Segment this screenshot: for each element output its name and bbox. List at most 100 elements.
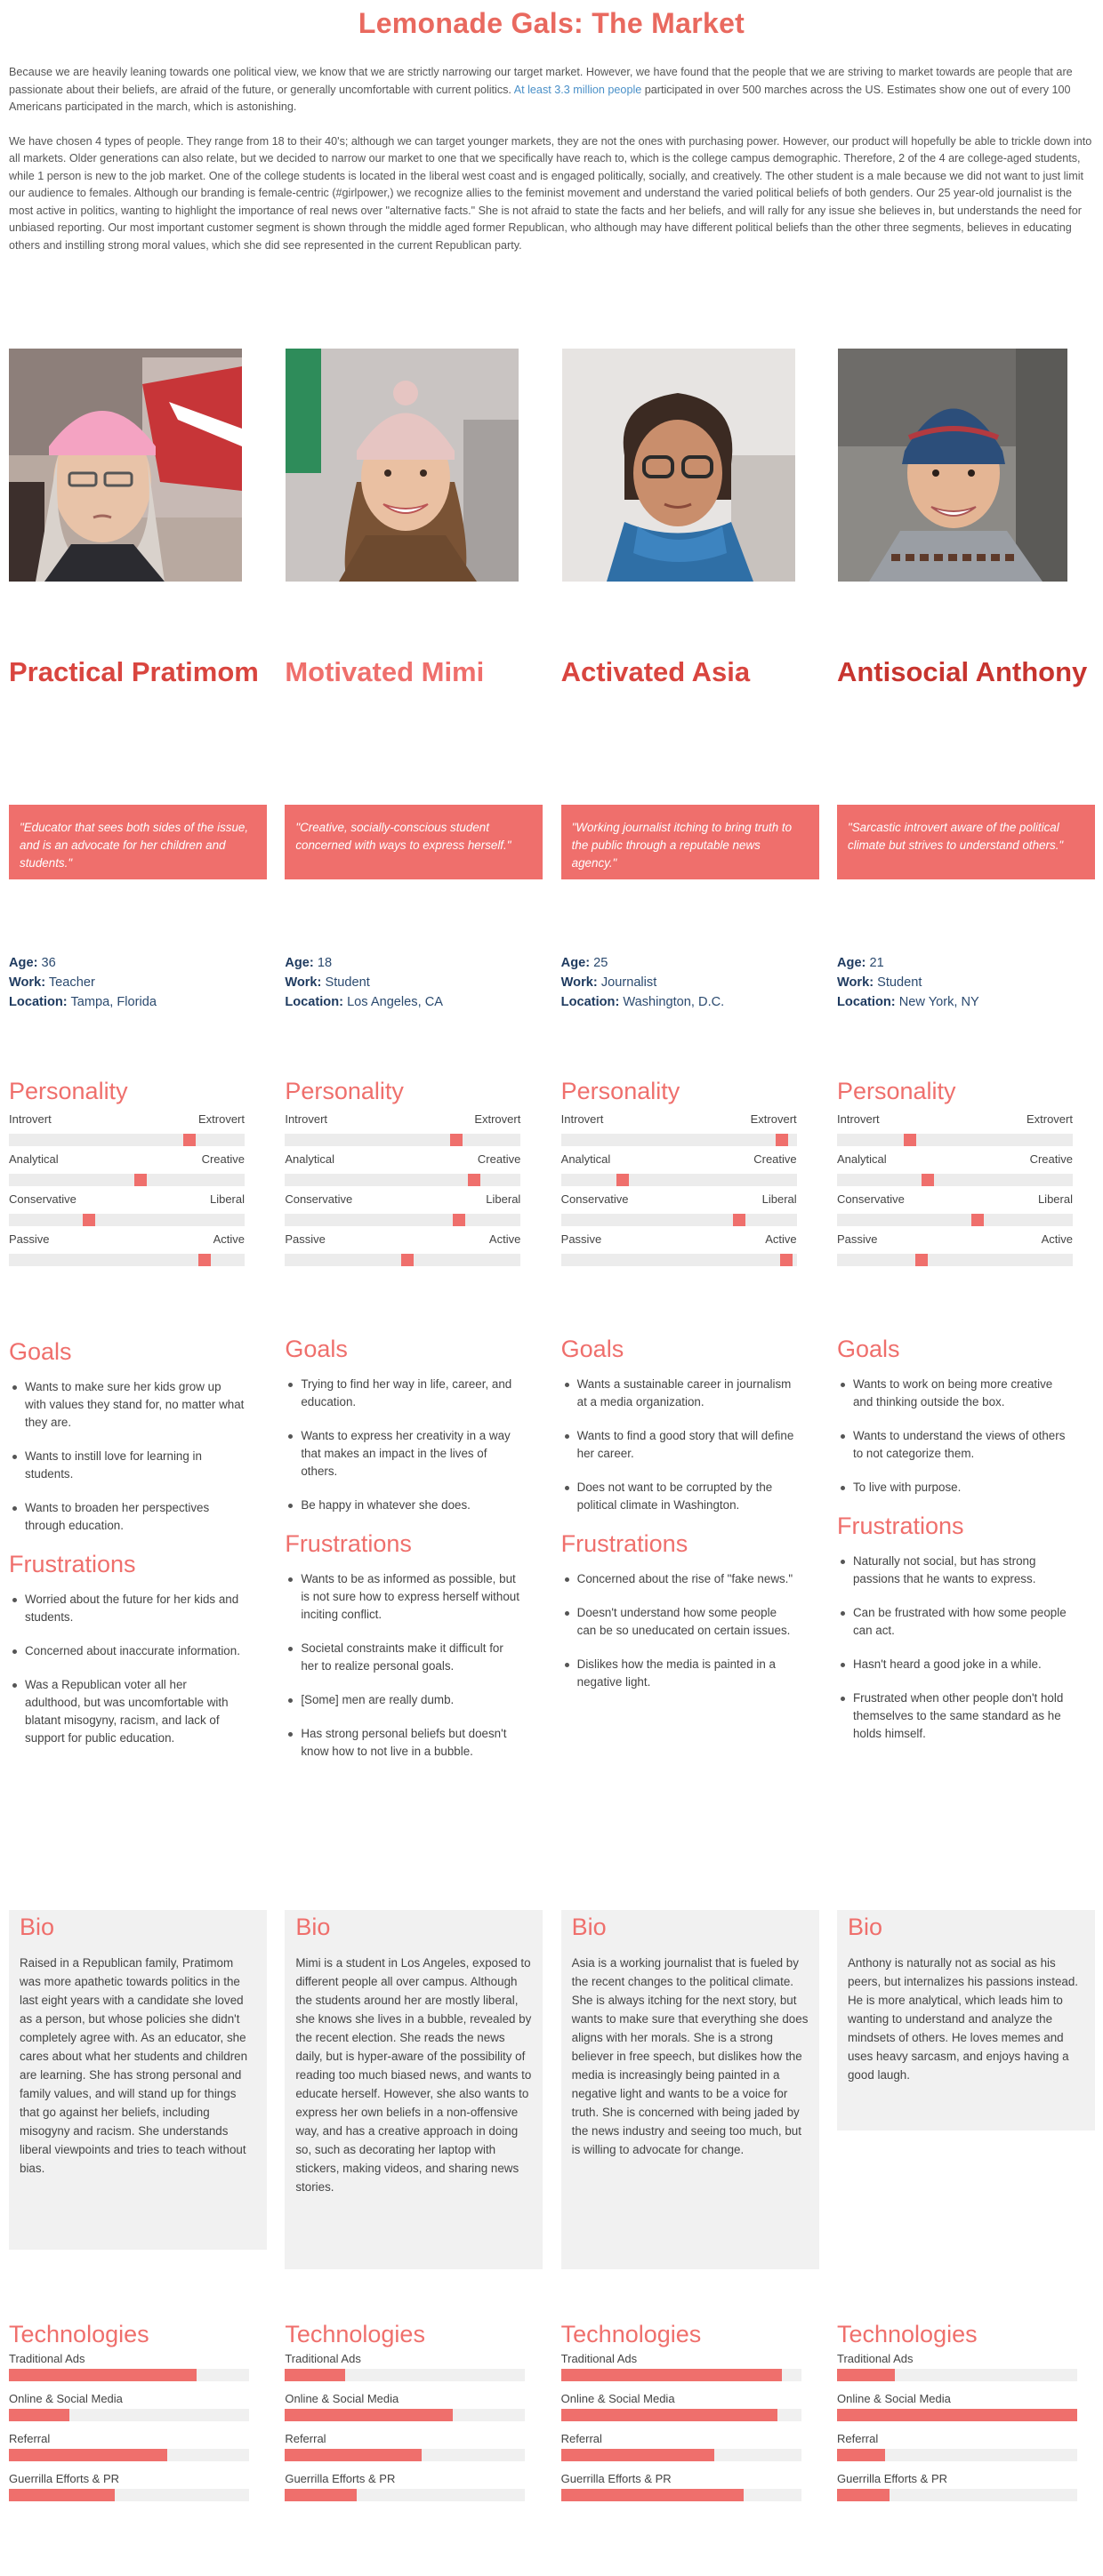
trait-slider-track xyxy=(285,1134,521,1146)
trait-slider-marker xyxy=(732,1214,745,1226)
trait-row: Passive Active xyxy=(560,1232,797,1272)
trait-slider-marker xyxy=(400,1254,414,1266)
work-value: Student xyxy=(325,975,370,990)
intro: Because we are heavily leaning towards o… xyxy=(9,48,1094,254)
technology-row: Online & Social Media xyxy=(560,2392,801,2432)
age-row: Age: 21 xyxy=(837,953,979,973)
trait-left-label: Introvert xyxy=(836,1112,880,1126)
trait-labels: Analytical Creative xyxy=(561,1152,797,1170)
trait-slider-track xyxy=(285,1214,521,1226)
age-value: 36 xyxy=(41,956,56,970)
trait-slider-marker xyxy=(779,1254,793,1266)
technology-bars: Traditional Ads Online & Social Media Re… xyxy=(9,2352,249,2512)
technology-label: Online & Social Media xyxy=(836,2392,951,2405)
trait-left-label: Conservative xyxy=(285,1192,353,1206)
work-label: Work: xyxy=(285,975,322,990)
technology-label: Referral xyxy=(836,2432,879,2445)
persona-quote: "Sarcastic introvert aware of the politi… xyxy=(836,805,1095,879)
personality-heading: Personality xyxy=(836,1078,956,1104)
persona-quote: "Creative, socially-conscious student co… xyxy=(285,805,543,879)
technology-row: Guerrilla Efforts & PR xyxy=(9,2472,249,2512)
frustration-item: Was a Republican voter all her adulthood… xyxy=(9,1676,245,1747)
trait-slider-marker xyxy=(616,1174,630,1186)
trait-slider-track xyxy=(9,1174,245,1186)
trait-labels: Analytical Creative xyxy=(285,1152,520,1170)
trait-left-label: Passive xyxy=(9,1232,50,1246)
technology-bar-track xyxy=(836,2489,1077,2501)
trait-row: Analytical Creative xyxy=(836,1152,1073,1192)
trait-left-label: Analytical xyxy=(560,1152,611,1166)
trait-slider-marker xyxy=(198,1254,212,1266)
work-label: Work: xyxy=(836,975,874,990)
goal-item: Wants to express her creativity in a way… xyxy=(285,1427,520,1481)
technologies-section: Technologies Traditional Ads Online & So… xyxy=(836,2321,1077,2512)
location-value: New York, NY xyxy=(898,995,979,1009)
trait-row: Analytical Creative xyxy=(9,1152,245,1192)
frustration-item: Worried about the future for her kids an… xyxy=(9,1591,245,1626)
technologies-section: Technologies Traditional Ads Online & So… xyxy=(285,2321,526,2512)
technology-row: Traditional Ads xyxy=(560,2352,801,2392)
personality-traits: Introvert Extrovert Analytical Creative … xyxy=(836,1112,1073,1272)
goal-item: To live with purpose. xyxy=(837,1479,1073,1497)
trait-left-label: Introvert xyxy=(560,1112,604,1126)
technology-bars: Traditional Ads Online & Social Media Re… xyxy=(836,2352,1077,2512)
trait-left-label: Conservative xyxy=(560,1192,629,1206)
trait-slider-track xyxy=(285,1174,521,1186)
age-row: Age: 18 xyxy=(285,953,443,973)
technology-row: Referral xyxy=(560,2432,801,2472)
trait-row: Conservative Liberal xyxy=(836,1192,1073,1232)
trait-row: Conservative Liberal xyxy=(285,1192,521,1232)
goals-section: Goals Wants to work on being more creati… xyxy=(837,1336,1073,1759)
trait-left-label: Analytical xyxy=(836,1152,887,1166)
trait-slider-track xyxy=(9,1214,245,1226)
woman-beanie-smiling-photo xyxy=(286,349,519,582)
trait-slider-marker xyxy=(775,1134,788,1146)
age-value: 21 xyxy=(869,956,884,970)
location-row: Location: Washington, D.C. xyxy=(561,992,725,1012)
frustration-item: Has strong personal beliefs but doesn't … xyxy=(285,1725,520,1761)
bio-heading: Bio xyxy=(847,1914,883,1940)
technology-bar-fill xyxy=(836,2489,890,2501)
age-row: Age: 36 xyxy=(9,953,157,973)
bio-section: Bio Raised in a Republican family, Prati… xyxy=(9,1910,267,2250)
location-row: Location: New York, NY xyxy=(837,992,979,1012)
goal-item: Wants to work on being more creative and… xyxy=(837,1376,1073,1411)
location-label: Location: xyxy=(560,995,620,1009)
persona-quote: "Educator that sees both sides of the is… xyxy=(9,805,267,879)
trait-slider-track xyxy=(836,1174,1073,1186)
trait-left-label: Passive xyxy=(836,1232,878,1246)
technology-bar-fill xyxy=(285,2489,358,2501)
location-label: Location: xyxy=(285,995,343,1009)
age-row: Age: 25 xyxy=(561,953,725,973)
trait-left-label: Analytical xyxy=(285,1152,334,1166)
technology-bar-fill xyxy=(560,2409,777,2421)
trait-slider-track xyxy=(836,1134,1073,1146)
bio-text: Raised in a Republican family, Pratimom … xyxy=(20,1956,248,2175)
persona-facts: Age: 36 Work: Teacher Location: Tampa, F… xyxy=(9,953,157,1012)
trait-right-label: Extrovert xyxy=(750,1112,797,1126)
trait-slider-track xyxy=(9,1254,245,1266)
technology-bar-track xyxy=(285,2489,526,2501)
trait-left-label: Conservative xyxy=(9,1192,76,1206)
frustrations-list: Worried about the future for her kids an… xyxy=(9,1591,245,1747)
technology-bar-track xyxy=(560,2369,801,2381)
age-label: Age: xyxy=(9,956,38,970)
trait-row: Conservative Liberal xyxy=(9,1192,245,1232)
technology-bar-track xyxy=(9,2449,249,2461)
bio-text: Asia is a working journalist that is fue… xyxy=(571,1956,809,2156)
trait-slider-track xyxy=(9,1134,245,1146)
technology-bar-track xyxy=(285,2409,526,2421)
technology-bars: Traditional Ads Online & Social Media Re… xyxy=(560,2352,801,2512)
frustrations-list: Concerned about the rise of "fake news."… xyxy=(561,1570,797,1691)
technology-bar-track xyxy=(9,2409,249,2421)
trait-right-label: Extrovert xyxy=(474,1112,521,1126)
frustration-item: Concerned about the rise of "fake news." xyxy=(561,1570,797,1588)
location-label: Location: xyxy=(836,995,896,1009)
trait-labels: Passive Active xyxy=(9,1232,245,1250)
technology-bar-track xyxy=(285,2449,526,2461)
march-statistics-link[interactable]: At least 3.3 million people xyxy=(513,83,642,96)
technology-bar-fill xyxy=(9,2369,197,2381)
trait-slider-marker xyxy=(182,1134,196,1146)
goal-item: Wants a sustainable career in journalism… xyxy=(561,1376,797,1411)
